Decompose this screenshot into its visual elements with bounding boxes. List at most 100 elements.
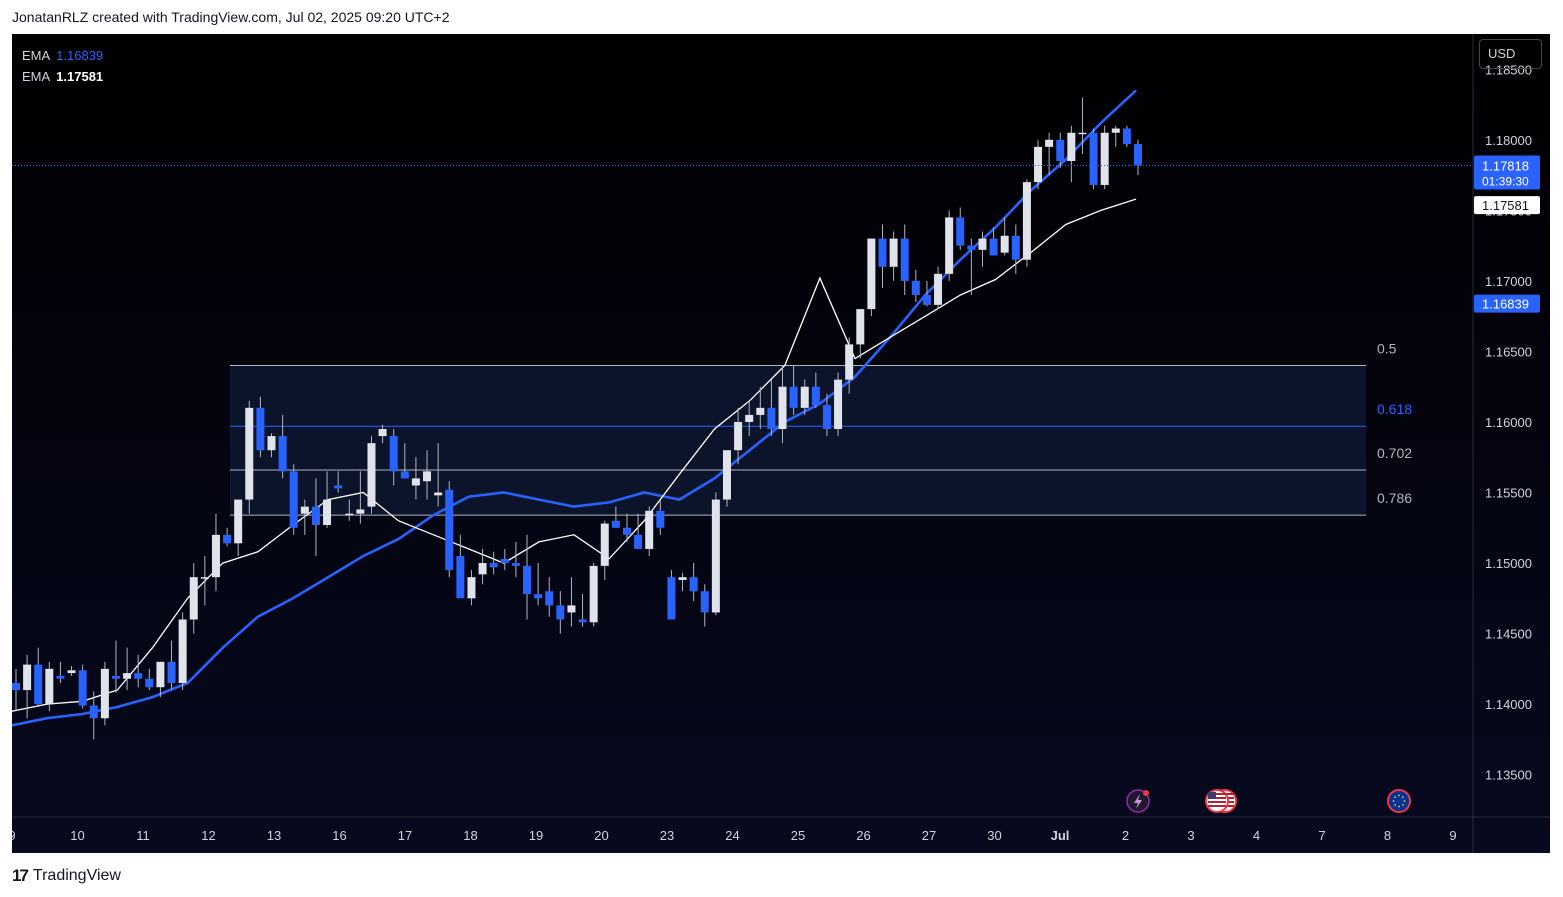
candle-body xyxy=(711,499,720,613)
candle-body xyxy=(134,673,143,679)
candle-body xyxy=(278,436,287,472)
candle-body xyxy=(289,471,298,528)
fib-level-label: 0.786 xyxy=(1377,490,1412,506)
x-tick-label: 12 xyxy=(201,828,215,843)
candle-body xyxy=(1111,128,1120,133)
candle-body xyxy=(1022,182,1031,260)
candle-body xyxy=(156,661,165,688)
candle-body xyxy=(978,238,987,250)
candle-body xyxy=(334,485,343,489)
candle-body xyxy=(878,238,887,267)
candle-body xyxy=(234,499,243,544)
candle-body xyxy=(211,534,220,578)
candle-body xyxy=(600,523,609,566)
flag-star xyxy=(1398,805,1400,808)
candle-body xyxy=(411,478,420,486)
x-tick-label: 3 xyxy=(1187,828,1194,843)
candle-body xyxy=(778,386,787,430)
ema-fast-tag-bg xyxy=(1474,196,1540,215)
footer-brand[interactable]: 17 TradingView xyxy=(12,866,121,886)
candle-body xyxy=(834,379,843,430)
fib-zone xyxy=(230,365,1366,516)
eu-flag-event-icon[interactable] xyxy=(1387,789,1411,813)
candle-body xyxy=(989,238,998,256)
candle-body xyxy=(689,577,698,592)
fib-retracement[interactable]: 0.5 0.618 0.702 0.786 xyxy=(230,341,1412,516)
candle-body xyxy=(67,670,76,674)
candle-body xyxy=(1011,235,1020,260)
x-tick-label: 8 xyxy=(1384,828,1391,843)
candle-body xyxy=(745,414,754,422)
candle-body xyxy=(489,563,498,568)
candle-body xyxy=(500,558,509,564)
candle-body xyxy=(12,682,20,691)
lightning-bolt xyxy=(1134,794,1142,809)
x-tick-label: Jul xyxy=(1051,828,1070,843)
candle-body xyxy=(589,565,598,623)
y-tick-label: 1.18000 xyxy=(1485,133,1532,148)
candle-body xyxy=(667,577,676,620)
flag-star xyxy=(1394,796,1397,799)
candle-body xyxy=(734,421,743,451)
alert-dot xyxy=(1143,790,1149,796)
candle-body xyxy=(934,273,943,305)
candle-body xyxy=(511,563,520,566)
candle-body xyxy=(523,565,532,595)
y-tick-label: 1.17000 xyxy=(1485,274,1532,289)
candle-body xyxy=(867,238,876,310)
x-tick-label: 20 xyxy=(594,828,608,843)
x-tick-label: 26 xyxy=(856,828,870,843)
candle-body xyxy=(23,664,32,691)
candle-body xyxy=(56,675,65,679)
candle-body xyxy=(356,509,365,514)
ema-legend-row-1[interactable]: EMA 1.16839 xyxy=(22,45,103,66)
currency-button[interactable]: USD xyxy=(1479,39,1542,69)
candle-body xyxy=(622,527,631,535)
candle-body xyxy=(389,436,398,472)
flag-stripe xyxy=(1208,797,1226,799)
ema-value: 1.17581 xyxy=(56,69,104,84)
ema-fast-tag: 1.17581 xyxy=(1474,196,1540,215)
ema-legend-row-2[interactable]: EMA 1.17581 xyxy=(22,66,103,87)
us-flag-event-icon[interactable] xyxy=(1205,789,1237,813)
candle-body xyxy=(789,386,798,408)
x-tick-label: 9 xyxy=(12,828,16,843)
event-icons[interactable] xyxy=(1126,789,1411,813)
x-tick-label: 11 xyxy=(136,828,150,843)
candle-body xyxy=(478,563,487,575)
candle-body xyxy=(311,506,320,525)
flag-star xyxy=(1392,800,1395,802)
candle-body xyxy=(1089,132,1098,185)
flag-circle xyxy=(1387,789,1411,813)
candle-body xyxy=(1122,128,1131,145)
candle-body xyxy=(34,664,43,705)
y-tick-label: 1.18500 xyxy=(1485,62,1532,77)
candle-body xyxy=(223,534,232,544)
ema-label: EMA xyxy=(22,48,51,63)
candle-body xyxy=(423,471,432,482)
ema-legend[interactable]: EMA 1.16839 EMA 1.17581 xyxy=(22,45,103,87)
candle-body xyxy=(567,605,576,613)
y-tick-label: 1.16000 xyxy=(1485,415,1532,430)
x-tick-label: 30 xyxy=(987,828,1001,843)
axes: 1.185001.180001.175001.170001.165001.160… xyxy=(12,34,1550,853)
flag-stripe xyxy=(1208,805,1226,807)
candle-body xyxy=(556,605,565,620)
candle-body xyxy=(578,619,587,623)
candle-body xyxy=(100,668,109,719)
candle-body xyxy=(956,217,965,246)
candle-body xyxy=(545,591,554,606)
candle-body xyxy=(111,675,120,679)
candle-body xyxy=(678,577,687,580)
lightning-event-icon[interactable] xyxy=(1126,789,1150,813)
x-tick-label: 18 xyxy=(463,828,477,843)
y-tick-label: 1.14000 xyxy=(1485,697,1532,712)
candle-body xyxy=(911,280,920,295)
candle-body xyxy=(845,344,854,380)
current-price-tag-text: 1.17818 xyxy=(1482,158,1529,173)
flag-star xyxy=(1401,803,1404,806)
candle-body xyxy=(822,405,831,430)
candle-body xyxy=(700,591,709,613)
